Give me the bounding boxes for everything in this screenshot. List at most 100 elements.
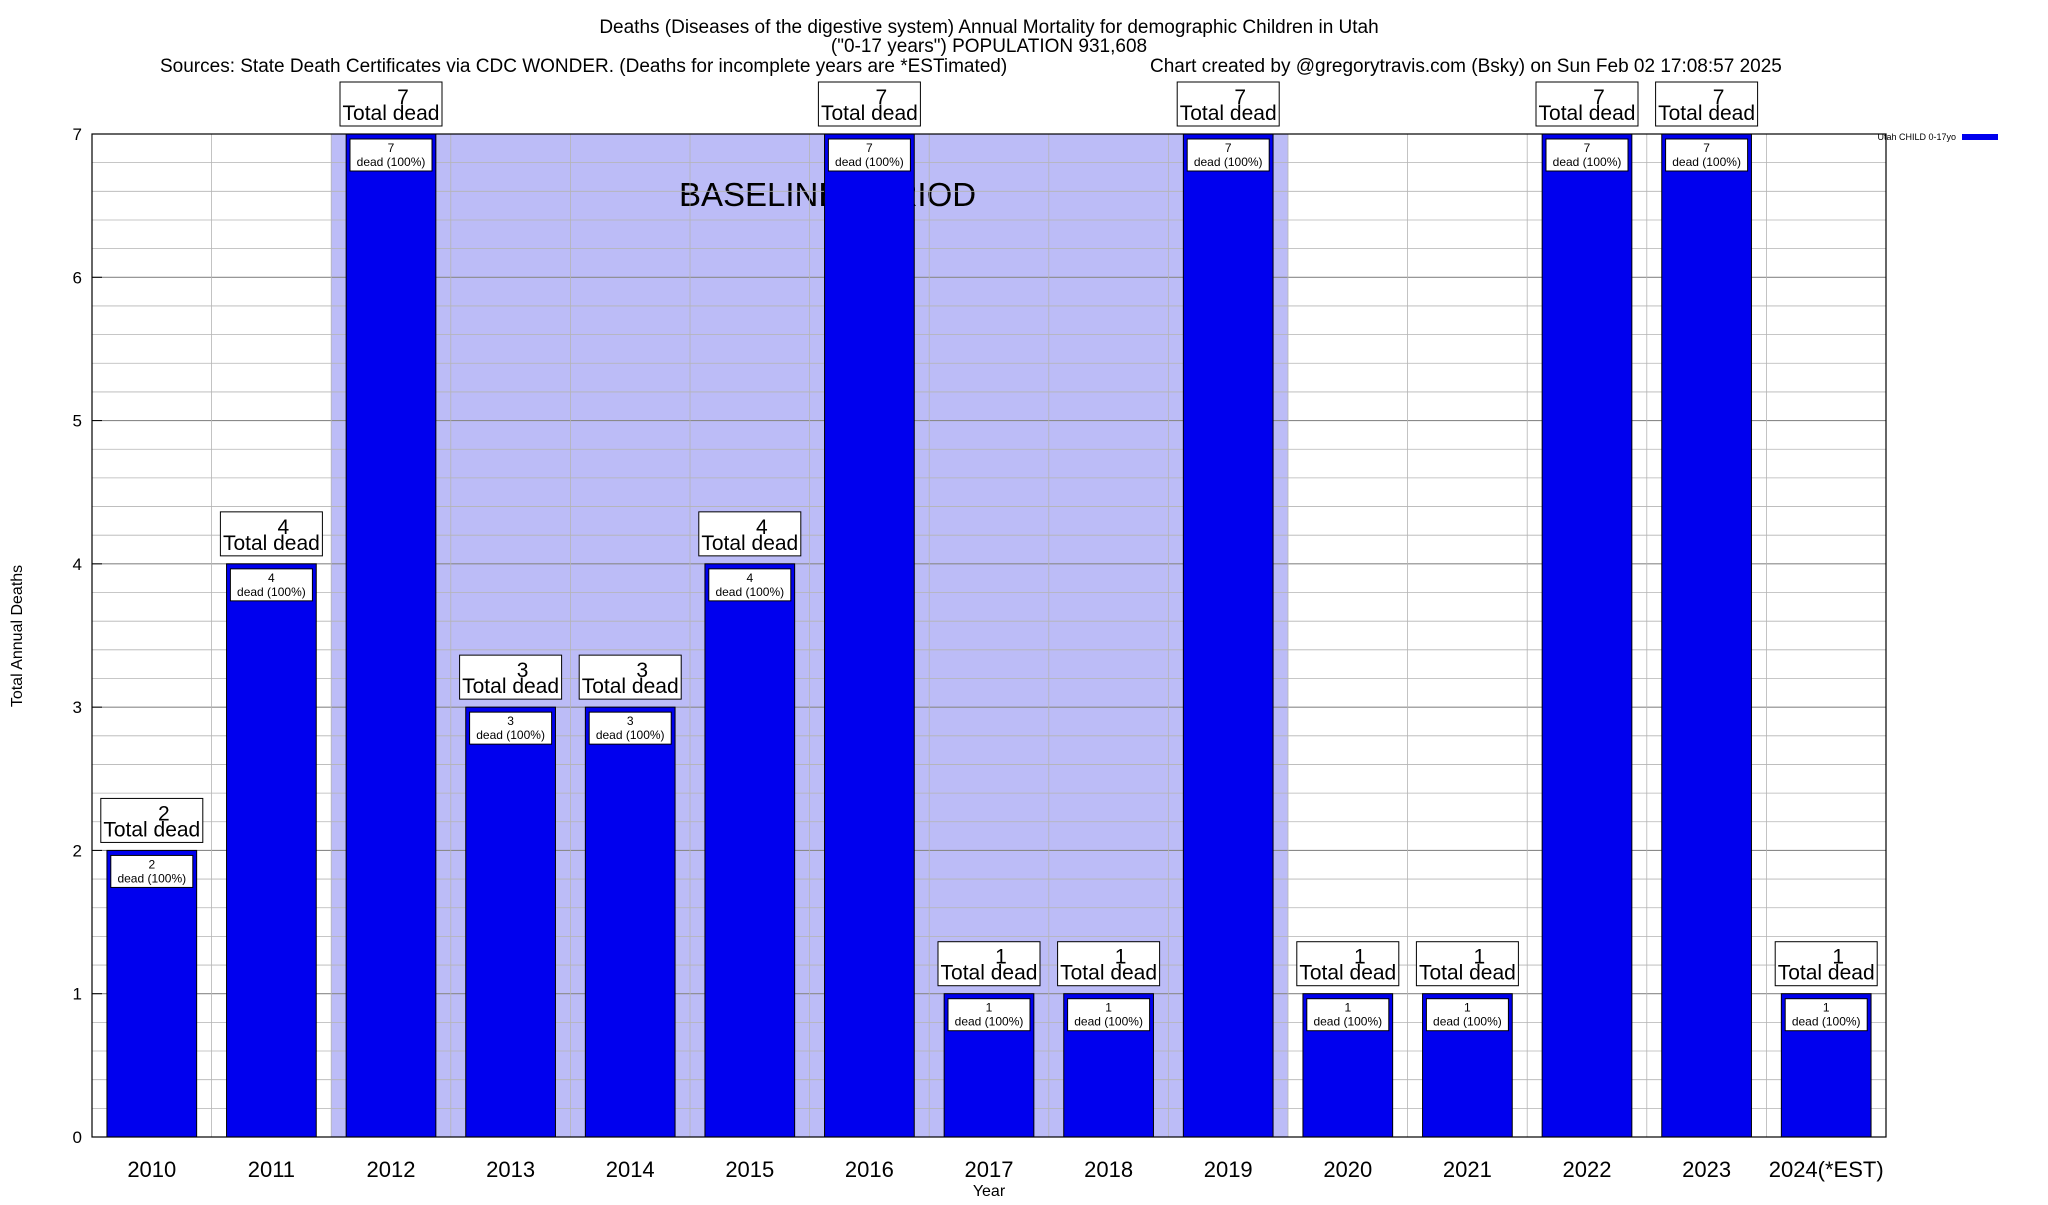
bar-total-label: Total dead [582, 675, 679, 698]
bar-total-label: Total dead [1539, 102, 1636, 125]
bar-inner-pct-label: dead (100%) [1672, 155, 1741, 169]
x-tick-label: 2011 [248, 1157, 295, 1182]
bar-total-label-box [1415, 941, 1519, 987]
y-tick-label: 7 [73, 125, 82, 144]
bar-inner-value: 1 [1464, 1001, 1471, 1015]
bar-inner-pct-label: dead (100%) [1074, 1015, 1143, 1029]
bar-inner-pct-label: dead (100%) [237, 585, 306, 599]
bar-inner-label-box [1425, 998, 1509, 1032]
bar-total-label: Total dead [1658, 102, 1755, 125]
bar-inner-pct-label: dead (100%) [1433, 1015, 1502, 1029]
chart-sources-text: Sources: State Death Certificates via CD… [160, 56, 1007, 77]
bar-total-label: Total dead [1778, 962, 1875, 985]
bar-2012 [345, 133, 437, 1138]
chart-credit-text: Chart created by @gregorytravis.com (Bsk… [1150, 56, 1782, 77]
bar-total-label-box [219, 511, 323, 557]
bar-inner-label-box [110, 854, 194, 888]
bar-total-label-box [339, 81, 443, 127]
bar-total-label: Total dead [1180, 102, 1277, 125]
bar-2019 [1182, 133, 1274, 1138]
bar-total-label: Total dead [941, 962, 1038, 985]
bar-2022 [1541, 133, 1633, 1138]
bar-inner-pct-label: dead (100%) [955, 1015, 1024, 1029]
bar-inner-value: 7 [1703, 141, 1710, 155]
bar-total-value: 7 [1234, 86, 1246, 109]
x-tick-label: 2020 [1323, 1157, 1372, 1182]
bar-2013 [465, 706, 556, 1138]
bar-inner-label-box [1186, 138, 1270, 172]
bar-inner-value: 7 [866, 141, 873, 155]
bar-inner-label-box [708, 568, 792, 602]
bar-inner-pct-label: dead (100%) [1553, 155, 1622, 169]
bar-total-value: 4 [278, 516, 290, 539]
bar-total-label: Total dead [1299, 962, 1396, 985]
bar-inner-label-box [947, 998, 1031, 1032]
y-tick-label: 3 [73, 698, 82, 717]
bar-2015 [704, 563, 796, 1138]
bar-inner-value: 7 [1225, 141, 1232, 155]
bar-total-label-box [1296, 941, 1400, 987]
bar-inner-value: 1 [1105, 1001, 1112, 1015]
bar-2011 [226, 563, 317, 1138]
bar-inner-value: 1 [986, 1001, 993, 1015]
bar-inner-label-box [588, 711, 672, 745]
y-tick-label: 6 [73, 268, 82, 287]
y-tick-label: 2 [73, 841, 82, 860]
bar-total-value: 1 [1832, 946, 1844, 969]
x-tick-label: 2018 [1084, 1157, 1133, 1182]
bar-total-value: 4 [756, 516, 768, 539]
bar-inner-pct-label: dead (100%) [357, 155, 426, 169]
bar-inner-pct-label: dead (100%) [1194, 155, 1263, 169]
bar-inner-value: 7 [1584, 141, 1591, 155]
y-tick-label: 1 [73, 985, 82, 1004]
plot-frame [91, 133, 1887, 1138]
legend-swatch [1962, 134, 1998, 140]
bar-inner-value: 7 [388, 141, 395, 155]
x-tick-label: 2021 [1443, 1157, 1492, 1182]
x-tick-label: 2013 [486, 1157, 535, 1182]
bar-inner-label-box [469, 711, 553, 745]
x-tick-label: 2022 [1563, 1157, 1612, 1182]
bar-total-label: Total dead [462, 675, 559, 698]
bar-total-label: Total dead [821, 102, 918, 125]
bar-total-value: 7 [1593, 86, 1605, 109]
bar-inner-pct-label: dead (100%) [1313, 1015, 1382, 1029]
chart-title-line-1: Deaths (Diseases of the digestive system… [599, 17, 1378, 38]
bar-inner-label-box [1784, 998, 1868, 1032]
bar-total-value: 1 [1474, 946, 1486, 969]
bar-inner-label-box [827, 138, 911, 172]
bar-total-label-box [100, 797, 204, 843]
bar-inner-pct-label: dead (100%) [476, 728, 545, 742]
bar-2010 [106, 849, 198, 1138]
bar-inner-label-box [1306, 998, 1390, 1032]
bar-inner-value: 3 [627, 714, 634, 728]
bar-inner-label-box [1665, 138, 1749, 172]
bar-total-label: Total dead [103, 818, 200, 841]
bar-total-label-box [1176, 81, 1280, 127]
bar-total-label-box [1655, 81, 1759, 127]
bar-total-value: 2 [158, 802, 170, 825]
bar-inner-value: 3 [507, 714, 514, 728]
bar-inner-pct-label: dead (100%) [835, 155, 904, 169]
x-tick-label: 2010 [127, 1157, 176, 1182]
bar-total-label: Total dead [343, 102, 440, 125]
bar-inner-value: 1 [1344, 1001, 1351, 1015]
y-tick-label: 5 [73, 412, 82, 431]
chart-title-line-2: ("0-17 years") POPULATION 931,608 [831, 36, 1147, 57]
x-tick-label: 2017 [965, 1157, 1014, 1182]
bar-total-label: Total dead [1419, 962, 1516, 985]
bar-inner-value: 4 [268, 571, 275, 585]
bar-inner-value: 1 [1823, 1001, 1830, 1015]
bar-inner-label-box [229, 568, 313, 602]
bar-inner-label-box [349, 138, 433, 172]
bar-total-label-box [817, 81, 921, 127]
bar-total-label-box [459, 654, 563, 700]
x-tick-label: 2016 [845, 1157, 894, 1182]
bar-inner-pct-label: dead (100%) [117, 871, 186, 885]
bar-total-label-box [1535, 81, 1639, 127]
bar-total-value: 1 [1115, 946, 1127, 969]
y-tick-label: 4 [73, 555, 82, 574]
bar-inner-pct-label: dead (100%) [1792, 1015, 1861, 1029]
